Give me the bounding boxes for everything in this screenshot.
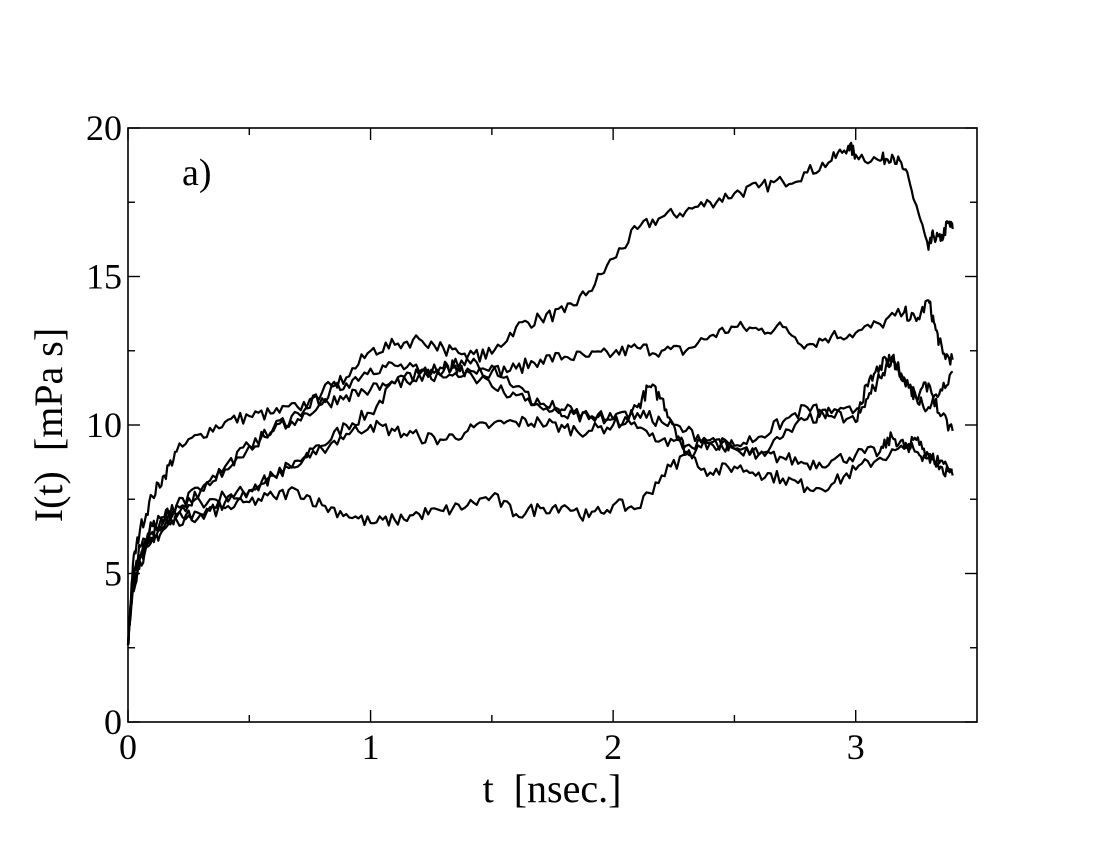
series-line-5 [126,353,954,645]
tick-layer [127,127,977,723]
y-tick-label: 5 [104,554,122,594]
series-line-3 [126,334,954,645]
y-tick-label: 0 [104,702,122,742]
x-tick-label: 3 [847,727,865,767]
x-tick-label: 2 [604,727,622,767]
x-tick-label: 0 [119,727,137,767]
x-tick-label: 1 [362,727,380,767]
y-tick-label: 15 [86,257,122,297]
y-tick-label: 20 [86,108,122,148]
y-axis-title: I(t) [mPa s] [26,328,71,522]
plot-frame [127,127,978,723]
series-line-6 [126,353,954,645]
x-axis-title: t [nsec.] [483,766,622,811]
y-tick-label: 10 [86,405,122,445]
series-layer [126,141,954,646]
panel-label: a) [182,152,212,194]
series-line-2 [126,299,954,645]
series-line-4 [126,409,953,645]
tick-label-layer: 0 1 2 3 0 5 10 15 20 [86,108,865,767]
series-line-1 [126,141,954,646]
